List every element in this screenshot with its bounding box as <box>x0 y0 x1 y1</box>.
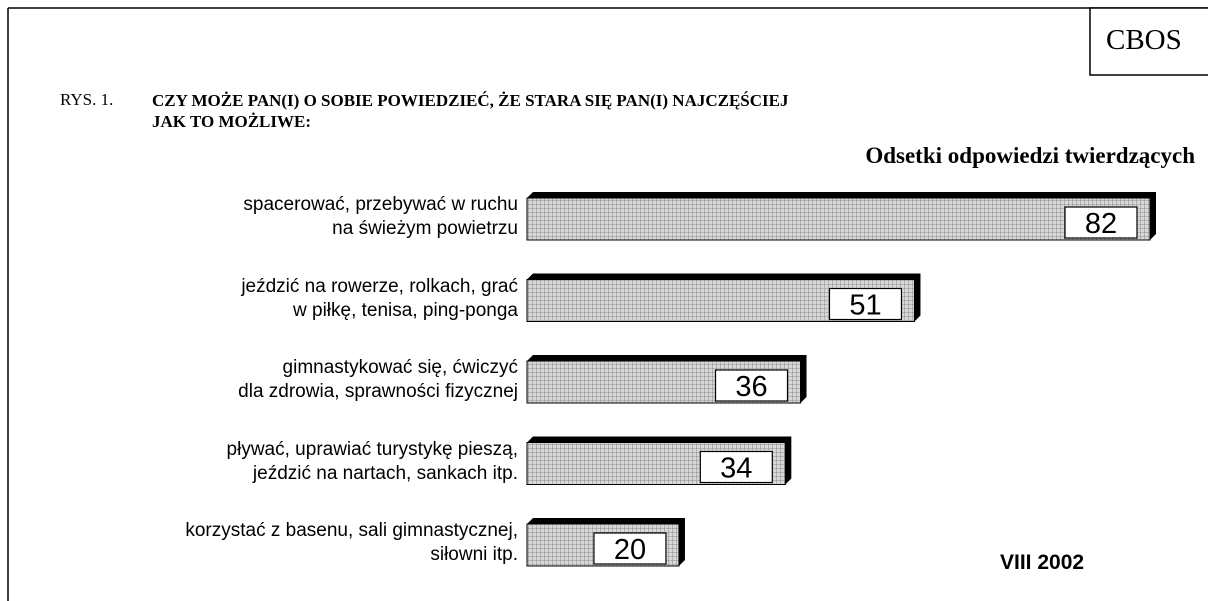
value-box <box>593 532 667 565</box>
category-label: pływać, uprawiać turystykę pieszą, jeźdz… <box>226 438 518 484</box>
category-label: spacerować, przebywać w ruchu na świeżym… <box>243 194 518 239</box>
value-label: 36 <box>735 371 767 403</box>
source: CBOS <box>1106 24 1182 56</box>
figure-label: RYS. 1. <box>60 90 114 109</box>
value-label: 51 <box>849 290 881 322</box>
category-label: gimnastykować się, ćwiczyć dla zdrowia, … <box>238 357 518 402</box>
chart-title: CZY MOŻE PAN(I) O SOBIE POWIEDZIEĆ, ŻE S… <box>152 91 789 131</box>
category-label: jeździć na rowerze, rolkach, grać w piłk… <box>241 275 518 321</box>
value-label: 82 <box>1085 208 1117 240</box>
value-box <box>714 369 789 402</box>
value-box <box>828 287 903 321</box>
value-box <box>699 450 773 484</box>
category-label: korzystać z basenu, sali gimnastycznej, … <box>185 520 518 565</box>
value-box <box>1064 206 1138 239</box>
value-label: 20 <box>614 534 646 566</box>
subtitle: Odsetki odpowiedzi twierdzących <box>865 143 1195 168</box>
value-label: 34 <box>720 453 752 485</box>
bar <box>526 197 1151 241</box>
source-box <box>1089 7 1208 76</box>
annotation: VIII 2002 <box>1000 551 1085 574</box>
